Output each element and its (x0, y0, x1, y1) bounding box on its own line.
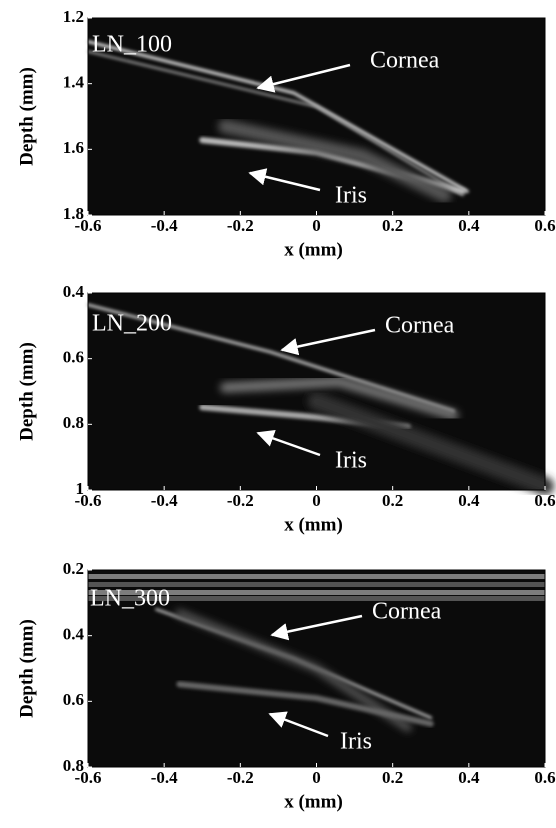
y-tick-label: 0.6 (63, 348, 84, 367)
x-tick-label: 0 (312, 768, 321, 787)
panel: -0.6 -0.4 -0.2 0 0.2 0.4 0.6 1.2 1.4 1.6 1.8 x (mm)… (16, 7, 555, 260)
arrow (256, 63, 351, 93)
x-tick-label: 0.6 (534, 768, 555, 787)
arrow (270, 614, 363, 641)
y-axis-label: Depth (mm) (16, 342, 37, 441)
x-tick-label: 0.4 (458, 768, 480, 787)
x-tick-label: -0.2 (227, 768, 254, 787)
x-tick-label: 0.2 (382, 491, 403, 510)
annotation: Iris (340, 729, 372, 755)
panel: -0.6 -0.4 -0.2 0 0.2 0.4 0.6 0.2 0.4 0.6 0.8 x (mm)… (16, 559, 555, 812)
arrow (268, 711, 329, 738)
y-tick-label: 1.4 (63, 73, 85, 92)
y-axis-label: Depth (mm) (16, 67, 37, 166)
x-tick-label: 0 (312, 491, 321, 510)
annotation: Iris (335, 183, 367, 209)
image-background (88, 18, 545, 215)
y-tick-label: 0.4 (63, 625, 85, 644)
y-tick-label: 0.2 (63, 559, 84, 578)
x-tick-label: -0.2 (227, 491, 254, 510)
y-tick-label: 1.6 (63, 138, 84, 157)
image-streak (218, 119, 452, 203)
y-tick-label: 0.8 (63, 413, 84, 432)
y-tick-label: 0.4 (63, 282, 85, 301)
y-axis-label: Depth (mm) (16, 619, 37, 718)
image-band (88, 582, 545, 587)
annotation: Cornea (372, 599, 442, 625)
arrow (256, 430, 321, 457)
x-tick-label: -0.4 (151, 768, 178, 787)
x-axis-label: x (mm) (284, 239, 343, 260)
image-band (88, 574, 545, 579)
x-tick-label: 0 (312, 216, 321, 235)
panel-label: LN_200 (92, 311, 172, 337)
y-tick-label: 1.2 (63, 7, 84, 26)
panel-label: LN_300 (90, 586, 170, 612)
y-tick-label: 1 (76, 479, 85, 498)
x-tick-label: -0.2 (227, 216, 254, 235)
x-tick-label: 0.6 (534, 491, 555, 510)
x-axis-label: x (mm) (284, 791, 343, 812)
x-tick-label: -0.4 (151, 216, 178, 235)
x-tick-label: -0.6 (75, 216, 102, 235)
panel: -0.6 -0.4 -0.2 0 0.2 0.4 0.6 0.4 0.6 0.8 1 x (mm) De… (16, 282, 555, 535)
x-axis-label: x (mm) (284, 514, 343, 535)
image-streak (86, 40, 469, 193)
arrow (248, 168, 321, 192)
panel-label: LN_100 (92, 32, 172, 58)
x-tick-label: 0.4 (458, 491, 480, 510)
image-streak (86, 303, 456, 413)
y-tick-label: 0.8 (63, 756, 84, 775)
image-streak (307, 392, 554, 496)
annotation: Cornea (370, 48, 440, 74)
image-streak (220, 376, 459, 421)
x-tick-label: 0.6 (534, 216, 555, 235)
x-tick-label: -0.6 (75, 768, 102, 787)
x-tick-label: 0.4 (458, 216, 480, 235)
image-streak (176, 681, 434, 727)
image-streak (87, 50, 464, 197)
x-tick-label: 0.2 (382, 216, 403, 235)
x-tick-label: -0.6 (75, 491, 102, 510)
image-streak (175, 609, 412, 732)
y-tick-label: 0.6 (63, 690, 84, 709)
annotation: Cornea (385, 313, 455, 339)
arrow (280, 328, 376, 356)
x-tick-label: -0.4 (151, 491, 178, 510)
x-tick-label: 0.2 (382, 768, 403, 787)
annotation: Iris (335, 448, 367, 474)
image-band (88, 596, 545, 601)
y-tick-label: 1.8 (63, 204, 84, 223)
image-band (88, 590, 545, 595)
